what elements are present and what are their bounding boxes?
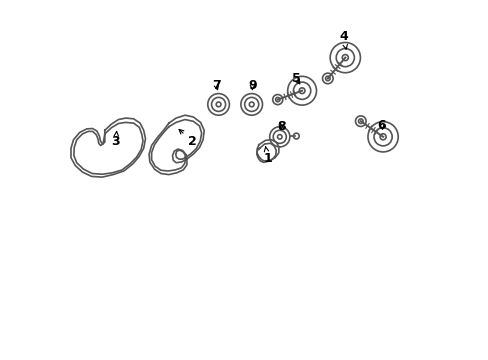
Text: 7: 7 xyxy=(212,79,221,92)
Text: 8: 8 xyxy=(276,120,285,132)
Text: 5: 5 xyxy=(291,72,300,85)
Text: 3: 3 xyxy=(111,131,120,148)
Text: 2: 2 xyxy=(179,130,196,148)
Text: 6: 6 xyxy=(377,119,386,132)
Text: 9: 9 xyxy=(247,79,256,92)
Text: 4: 4 xyxy=(339,30,347,49)
Text: 1: 1 xyxy=(263,146,272,165)
